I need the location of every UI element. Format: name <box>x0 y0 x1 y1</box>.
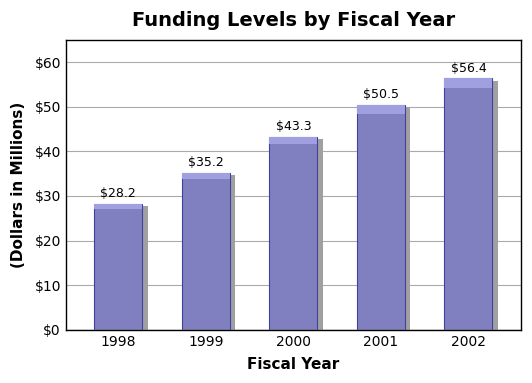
Bar <box>94 204 143 330</box>
Y-axis label: (Dollars in Millions): (Dollars in Millions) <box>11 102 26 268</box>
FancyBboxPatch shape <box>94 204 143 209</box>
Text: $35.2: $35.2 <box>188 156 224 169</box>
Text: $56.4: $56.4 <box>451 62 486 75</box>
FancyBboxPatch shape <box>99 206 148 330</box>
FancyBboxPatch shape <box>187 175 235 330</box>
X-axis label: Fiscal Year: Fiscal Year <box>247 357 339 372</box>
FancyBboxPatch shape <box>357 105 405 114</box>
FancyBboxPatch shape <box>362 107 410 330</box>
Text: $28.2: $28.2 <box>101 187 136 200</box>
Bar <box>269 137 318 330</box>
Text: $50.5: $50.5 <box>363 88 399 101</box>
Bar <box>66 330 521 336</box>
Text: $43.3: $43.3 <box>276 120 311 133</box>
FancyBboxPatch shape <box>275 139 323 330</box>
Title: Funding Levels by Fiscal Year: Funding Levels by Fiscal Year <box>132 11 455 30</box>
FancyBboxPatch shape <box>444 79 493 88</box>
Bar <box>357 105 405 330</box>
Bar <box>182 173 230 330</box>
FancyBboxPatch shape <box>450 80 498 330</box>
FancyBboxPatch shape <box>269 137 318 144</box>
Bar <box>444 79 493 330</box>
FancyBboxPatch shape <box>182 173 230 179</box>
